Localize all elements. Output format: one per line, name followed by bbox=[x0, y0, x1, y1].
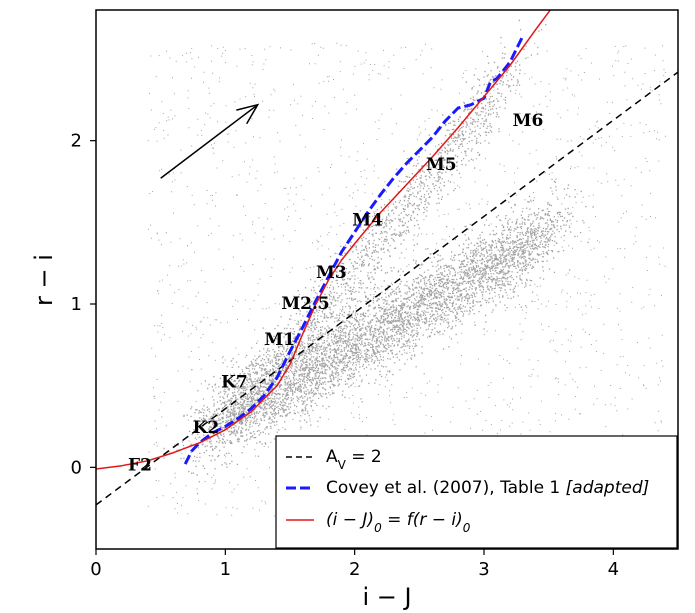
reddening-arrow-head bbox=[236, 103, 260, 125]
x-tick-label: 2 bbox=[349, 559, 360, 580]
plot-frame bbox=[95, 9, 679, 550]
x-tick-label: 1 bbox=[220, 559, 231, 580]
legend-entry-fit-label: (i − J)0 = f(r − i)0 bbox=[326, 510, 471, 535]
spectral-type-f2: F2 bbox=[128, 456, 152, 476]
x-axis-label: i − J bbox=[362, 583, 411, 611]
y-tick-label: 2 bbox=[71, 131, 82, 152]
legend-box bbox=[275, 435, 678, 549]
spectral-type-m4: M4 bbox=[352, 211, 383, 231]
y-tick-label: 0 bbox=[71, 457, 82, 478]
legend-entry-covey-label: Covey et al. (2007), Table 1 [adapted] bbox=[326, 478, 649, 498]
x-tick-label: 4 bbox=[608, 559, 619, 580]
spectral-type-m1: M1 bbox=[264, 330, 295, 350]
axis-ticks: 0 1 2 3 4 0 1 2 bbox=[71, 131, 620, 580]
reddening-arrow-shaft bbox=[160, 104, 259, 179]
y-tick-label: 1 bbox=[71, 294, 82, 315]
fit-relation-line bbox=[96, 10, 552, 470]
x-tick-label: 0 bbox=[90, 559, 101, 580]
av-reddening-line bbox=[96, 71, 678, 506]
series-lines bbox=[96, 10, 678, 506]
spectral-type-labels: F2 K2 K7 M1 M2.5 M3 M4 M5 M6 bbox=[128, 111, 543, 476]
y-axis-label: r − i bbox=[30, 254, 58, 306]
x-tick-label: 3 bbox=[478, 559, 489, 580]
reddening-arrow bbox=[160, 103, 260, 179]
legend-entry-av-label: AV = 2 bbox=[326, 447, 382, 472]
spectral-type-m3: M3 bbox=[316, 263, 347, 283]
legend: AV = 2 Covey et al. (2007), Table 1 [adap… bbox=[275, 435, 678, 549]
spectral-type-m6: M6 bbox=[513, 111, 544, 131]
spectral-type-m5: M5 bbox=[426, 155, 457, 175]
spectral-type-m2-5: M2.5 bbox=[281, 294, 329, 314]
spectral-type-k2: K2 bbox=[193, 418, 220, 438]
spectral-type-k7: K7 bbox=[221, 372, 248, 392]
